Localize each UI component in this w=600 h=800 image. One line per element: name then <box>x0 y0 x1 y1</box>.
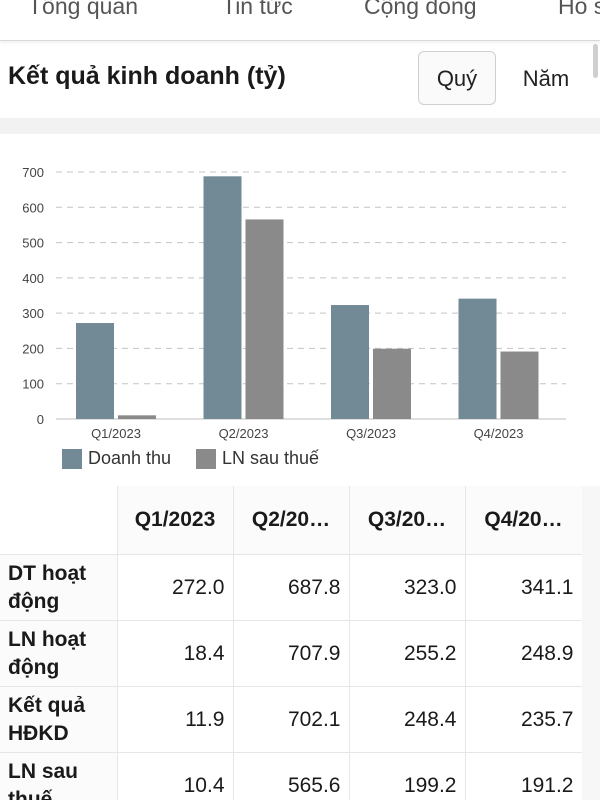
scrollbar-thumb[interactable] <box>593 44 598 78</box>
table-header-q2[interactable]: Q2/20… <box>233 486 350 555</box>
table-cell: 702.1 <box>233 686 350 753</box>
y-tick-label: 500 <box>22 236 44 251</box>
x-tick-label: Q3/2023 <box>346 426 396 441</box>
bar <box>373 348 411 419</box>
section-title: Kết quả kinh doanh (tỷ) <box>8 62 286 90</box>
table-cell: 323.0 <box>349 554 466 621</box>
y-tick-label: 400 <box>22 271 44 286</box>
table-cell: 10.4 <box>117 752 234 800</box>
table-cell: 18.4 <box>117 620 234 687</box>
tab-news[interactable]: Tin tức <box>222 0 293 19</box>
legend-label-profit: LN sau thuế <box>222 448 320 468</box>
table-cell: 707.9 <box>233 620 350 687</box>
results-table-container: Q1/2023 Q2/20… Q3/20… Q4/20… DT hoạt độn… <box>0 486 582 800</box>
table-cell: 191.2 <box>465 752 582 800</box>
bar <box>500 351 539 419</box>
bar <box>245 219 284 419</box>
table-cell: 235.7 <box>465 686 582 753</box>
table-row: Kết quả HĐKD 11.9 702.1 248.4 235.7 <box>0 686 582 753</box>
period-year-button[interactable]: Năm <box>506 51 586 105</box>
y-tick-label: 100 <box>22 377 44 392</box>
legend-label-revenue: Doanh thu <box>88 448 172 468</box>
tab-community[interactable]: Cộng đồng <box>364 0 477 19</box>
legend-swatch-revenue <box>62 449 82 469</box>
table-header-row: Q1/2023 Q2/20… Q3/20… Q4/20… <box>0 486 582 555</box>
bar <box>76 323 114 419</box>
bar <box>203 176 242 419</box>
period-quarter-button[interactable]: Quý <box>418 51 496 105</box>
x-tick-label: Q1/2023 <box>91 426 141 441</box>
business-results-bar-chart: 0 100 200 300 400 500 600 700 Q1/2023 Q2/2023 Q3/2… <box>22 165 566 441</box>
table-scroll-edge <box>582 486 600 800</box>
row-label: LN sau thuế <box>0 752 118 800</box>
top-nav-bar: Tổng quan Tin tức Cộng đồng Hồ sơ <box>0 0 600 41</box>
table-cell: 341.1 <box>465 554 582 621</box>
table-header-q4[interactable]: Q4/20… <box>465 486 582 555</box>
table-cell: 272.0 <box>117 554 234 621</box>
table-cell: 11.9 <box>117 686 234 753</box>
bar <box>118 415 156 419</box>
table-cell: 565.6 <box>233 752 350 800</box>
table-row: LN hoạt động 18.4 707.9 255.2 248.9 <box>0 620 582 687</box>
table-cell: 248.4 <box>349 686 466 753</box>
y-tick-label: 700 <box>22 165 44 180</box>
table-cell: 248.9 <box>465 620 582 687</box>
bar <box>331 305 369 419</box>
row-label: LN hoạt động <box>0 620 118 687</box>
results-table: Q1/2023 Q2/20… Q3/20… Q4/20… DT hoạt độn… <box>0 486 582 800</box>
bar <box>458 298 497 419</box>
table-cell: 255.2 <box>349 620 466 687</box>
table-row: LN sau thuế 10.4 565.6 199.2 191.2 <box>0 752 582 800</box>
table-cell: 199.2 <box>349 752 466 800</box>
y-tick-label: 0 <box>37 412 44 427</box>
legend-swatch-profit <box>196 449 216 469</box>
tab-overview[interactable]: Tổng quan <box>28 0 138 19</box>
table-header-q1[interactable]: Q1/2023 <box>117 486 234 555</box>
table-cell: 687.8 <box>233 554 350 621</box>
tab-profile[interactable]: Hồ sơ <box>558 0 600 19</box>
x-tick-label: Q4/2023 <box>474 426 524 441</box>
row-label: Kết quả HĐKD <box>0 686 118 753</box>
y-tick-label: 200 <box>22 341 44 356</box>
row-label: DT hoạt động <box>0 554 118 621</box>
table-row: DT hoạt động 272.0 687.8 323.0 341.1 <box>0 554 582 621</box>
table-header-q3[interactable]: Q3/20… <box>349 486 466 555</box>
y-tick-label: 300 <box>22 306 44 321</box>
table-header-corner <box>0 486 118 555</box>
section-divider <box>0 118 600 134</box>
y-tick-label: 600 <box>22 200 44 215</box>
x-tick-label: Q2/2023 <box>219 426 269 441</box>
